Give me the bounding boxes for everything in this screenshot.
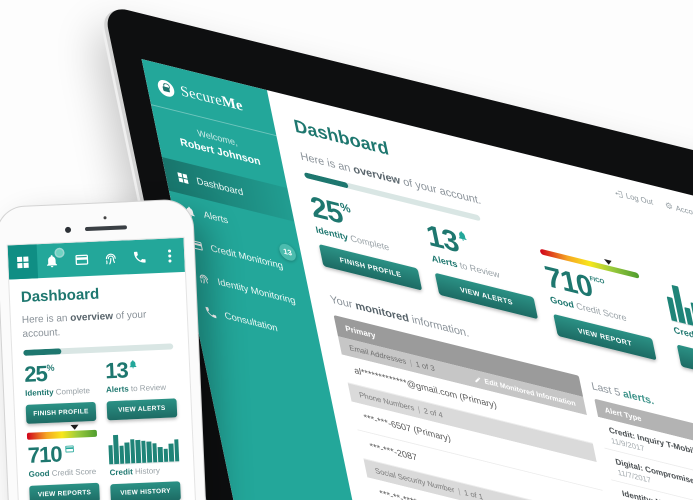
sidebar: SecureMe Welcome, Robert Johnson Dashboa… — [141, 59, 371, 500]
mobile-body: Dashboard Here is an overview of your ac… — [9, 272, 195, 500]
nav-credit-monitoring[interactable] — [66, 242, 96, 277]
log-out-link[interactable]: Log Out — [614, 189, 654, 207]
stats-row: 25% Identity Complete FINISH PROFILE 13 … — [307, 189, 693, 397]
kebab-menu-icon — [167, 253, 172, 258]
credit-card-icon — [75, 254, 89, 265]
alerts-panel: Last 5 alerts. See All Alerts › Alert Ty… — [591, 380, 693, 500]
view-history-button-mobile[interactable]: VIEW HISTORY — [110, 481, 181, 500]
laptop-bezel: SecureMe Welcome, Robert Johnson Dashboa… — [103, 4, 693, 500]
mobile-nav — [7, 237, 185, 280]
camera-dot — [64, 226, 72, 234]
sidebar-item-dashboard[interactable]: Dashboard — [161, 156, 295, 222]
sidebar-item-credit-monitoring[interactable]: Credit Monitoring — [176, 224, 308, 289]
sidebar-item-consultation[interactable]: Consultation — [190, 291, 322, 356]
mobile-stat-credit-history: Credit History VIEW HISTORY — [107, 426, 181, 500]
section-email-addresses: Email Addresses | 1 of 3 Edit Monitored In… — [338, 336, 587, 416]
edit-pencil-icon — [475, 376, 481, 382]
edit-monitored-link[interactable]: Edit Monitored Information — [473, 374, 576, 408]
speaker-slot — [84, 225, 128, 232]
phone-device: Dashboard Here is an overview of your ac… — [0, 199, 206, 500]
nav-dashboard[interactable] — [7, 244, 39, 280]
alerts-count: 13 — [423, 218, 537, 276]
mobile-stat-credit-score: 710 Good Credit Score VIEW REPORTS — [26, 424, 100, 500]
phone-bezel: Dashboard Here is an overview of your ac… — [0, 199, 206, 500]
alerts-badge-dot — [56, 249, 64, 257]
phone-icon — [205, 306, 217, 319]
bell-icon — [459, 231, 468, 241]
mobile-stats: 25% Identity Complete FINISH PROFILE 13 … — [24, 357, 184, 500]
mobile-app: Dashboard Here is an overview of your ac… — [7, 237, 196, 500]
stat-credit-score: 710 FICO Good Credit Score VIEW REPORT — [539, 248, 672, 365]
brand-name: SecureMe — [178, 82, 245, 115]
dashboard-grid-icon — [177, 172, 189, 184]
mobile-stat-alerts: 13 Alerts to Review VIEW ALERTS — [105, 357, 178, 421]
dashboard-grid-icon — [17, 256, 29, 268]
nav-identity-monitoring[interactable] — [96, 240, 126, 275]
credit-card-icon — [65, 445, 74, 453]
sensor-dot — [103, 216, 107, 220]
bell-icon — [47, 254, 58, 267]
view-alerts-button-mobile[interactable]: VIEW ALERTS — [106, 398, 178, 421]
fingerprint-icon — [199, 274, 209, 284]
stat-identity: 25% Identity Complete FINISH PROFILE — [307, 189, 433, 305]
mobile-credit-history-chart — [107, 429, 180, 466]
finish-profile-button-mobile[interactable]: FINISH PROFILE — [25, 401, 97, 424]
sidebar-item-identity-monitoring[interactable]: Identity Monitoring — [183, 258, 315, 323]
log-out-icon — [615, 190, 623, 198]
phone-icon — [134, 251, 147, 263]
view-reports-button-mobile[interactable]: VIEW REPORTS — [29, 482, 100, 500]
lock-icon — [156, 77, 176, 99]
sidebar-menu: Dashboard Alerts 13 Credit Monitoring — [161, 156, 322, 356]
credit-card-icon — [191, 240, 203, 251]
laptop-device: SecureMe Welcome, Robert Johnson Dashboa… — [103, 4, 693, 500]
main-content: Log Out ⚙ Account Settings ? Help Dashbo… — [267, 90, 693, 500]
gauge-marker — [603, 258, 614, 270]
sidebar-item-label: Dashboard — [195, 176, 245, 199]
monitored-table: Primary Email Addresses | 1 of 3 Edit Moni… — [333, 315, 619, 500]
desktop-app: SecureMe Welcome, Robert Johnson Dashboa… — [141, 59, 693, 500]
nav-alerts[interactable] — [37, 243, 67, 278]
mobile-progress-bar — [23, 343, 174, 356]
sidebar-item-label: Alerts — [202, 209, 230, 227]
nav-overflow-menu[interactable] — [154, 238, 184, 273]
nav-consultation[interactable] — [125, 239, 155, 274]
mobile-credit-gauge — [26, 424, 98, 440]
gauge-marker — [70, 424, 79, 434]
mobile-page-title: Dashboard — [20, 285, 100, 306]
fingerprint-icon — [105, 253, 116, 264]
stat-alerts: 13 Alerts to Review VIEW ALERTS — [423, 218, 549, 334]
mobile-intro-text: Here is an overview of your account. — [21, 309, 147, 340]
mobile-stat-identity: 25% Identity Complete FINISH PROFILE — [24, 361, 97, 424]
sidebar-item-label: Consultation — [223, 310, 279, 335]
topbar: Log Out ⚙ Account Settings ? Help — [614, 189, 693, 237]
bell-icon — [130, 360, 137, 369]
